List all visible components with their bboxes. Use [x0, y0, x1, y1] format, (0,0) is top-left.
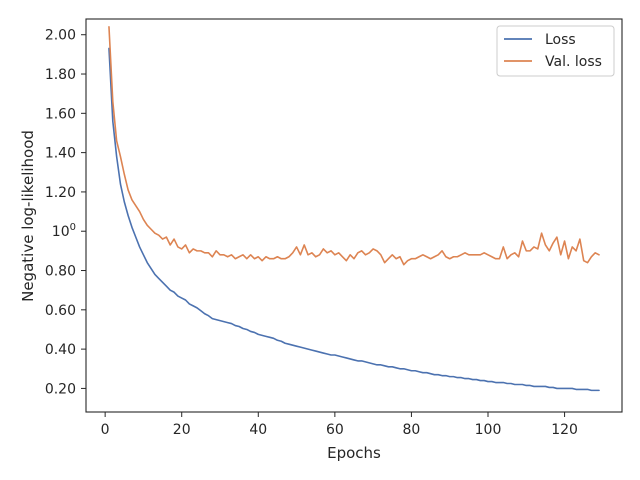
y-axis-label: Negative log-likelihood	[19, 130, 37, 302]
legend-label-val-loss: Val. loss	[545, 54, 602, 70]
x-tick-label: 40	[249, 422, 267, 438]
series-line-val-loss	[108, 26, 600, 266]
y-tick-label: 1.80	[45, 67, 76, 83]
y-tick-label: 2.00	[45, 28, 76, 44]
x-tick-label: 60	[326, 422, 344, 438]
x-tick-label: 0	[101, 422, 110, 438]
y-tick-label: 0.20	[45, 381, 76, 397]
legend-label-loss: Loss	[545, 32, 576, 48]
x-tick-label: 20	[173, 422, 191, 438]
y-tick-label: 0.40	[45, 342, 76, 358]
series-line-loss	[108, 47, 600, 392]
x-axis-label: Epochs	[327, 444, 381, 462]
plot-area	[108, 26, 600, 392]
axes: 0 20 40 60 80 100 120 0.20 0.40 0.60 0.80 100 1.20 1.…	[45, 18, 623, 438]
x-tick-label: 100	[475, 422, 502, 438]
y-tick-label: 1.40	[45, 146, 76, 162]
legend: Loss Val. loss	[496, 25, 615, 77]
y-tick-label: 0.80	[45, 264, 76, 280]
x-tick-label: 80	[403, 422, 421, 438]
y-tick-label: 1.20	[45, 185, 76, 201]
y-tick-label: 0.60	[45, 303, 76, 319]
plot-frame	[85, 18, 623, 413]
x-tick-label: 120	[551, 422, 578, 438]
y-tick-label: 100	[52, 222, 76, 240]
y-tick-label: 1.60	[45, 106, 76, 122]
